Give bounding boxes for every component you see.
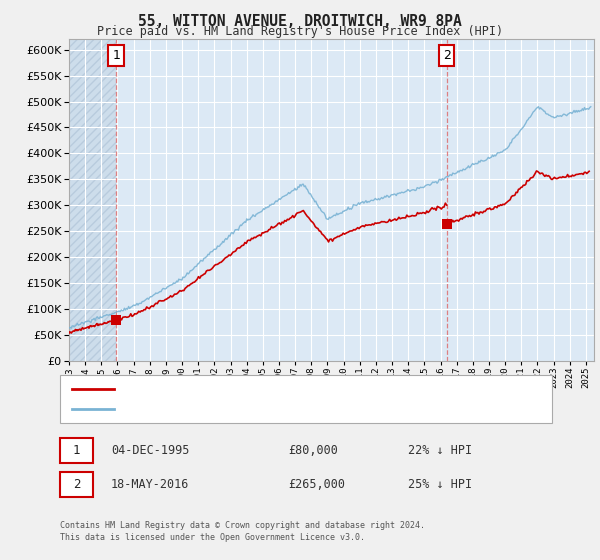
Bar (69, 39, 116, 361)
Text: HPI: Average price, detached house, Wychavon: HPI: Average price, detached house, Wych… (120, 404, 395, 414)
Text: 04-DEC-1995: 04-DEC-1995 (111, 444, 190, 458)
Text: 25% ↓ HPI: 25% ↓ HPI (408, 478, 472, 491)
Text: 2: 2 (73, 478, 80, 491)
Text: £80,000: £80,000 (288, 444, 338, 458)
Text: Contains HM Land Registry data © Crown copyright and database right 2024.: Contains HM Land Registry data © Crown c… (60, 521, 425, 530)
Text: 2: 2 (443, 49, 451, 62)
Text: 1: 1 (73, 444, 80, 458)
Text: 22% ↓ HPI: 22% ↓ HPI (408, 444, 472, 458)
Text: 55, WITTON AVENUE, DROITWICH, WR9 8PA: 55, WITTON AVENUE, DROITWICH, WR9 8PA (138, 14, 462, 29)
Text: 18-MAY-2016: 18-MAY-2016 (111, 478, 190, 491)
Text: 55, WITTON AVENUE, DROITWICH, WR9 8PA (detached house): 55, WITTON AVENUE, DROITWICH, WR9 8PA (d… (120, 384, 458, 394)
Text: 1: 1 (112, 49, 120, 62)
Text: This data is licensed under the Open Government Licence v3.0.: This data is licensed under the Open Gov… (60, 533, 365, 542)
Text: Price paid vs. HM Land Registry's House Price Index (HPI): Price paid vs. HM Land Registry's House … (97, 25, 503, 38)
Text: £265,000: £265,000 (288, 478, 345, 491)
